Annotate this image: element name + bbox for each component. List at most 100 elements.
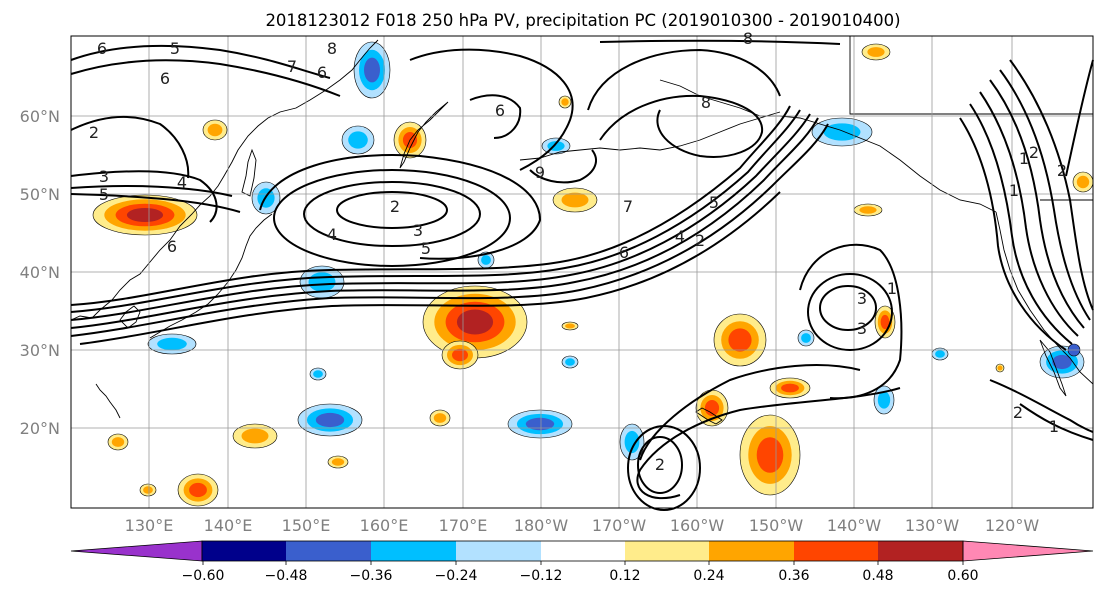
colorbar-tick-labels: −0.60 −0.48 −0.36 −0.24 −0.12 0.12 0.24 0.36 0.4… bbox=[182, 561, 979, 584]
longitude-label: 170°W bbox=[592, 516, 647, 535]
pv-contour bbox=[989, 79, 1085, 329]
north-america-coast bbox=[995, 211, 1094, 385]
precip-shade bbox=[561, 98, 569, 106]
precip-shade bbox=[456, 309, 494, 335]
precip-shade bbox=[364, 57, 380, 83]
contour-label: 3 bbox=[413, 221, 423, 240]
precip-shade bbox=[997, 365, 1003, 371]
colorbar-bin bbox=[456, 541, 541, 561]
pv-contour bbox=[70, 115, 190, 179]
colorbar bbox=[70, 540, 1094, 562]
contour-label: 3 bbox=[857, 319, 867, 338]
map-title: 2018123012 F018 250 hPa PV, precipitatio… bbox=[265, 11, 900, 30]
precip-shade bbox=[880, 314, 890, 330]
longitude-labels: 130°E 140°E 150°E 160°E 170°E 180°W 170°W 160°W… bbox=[125, 516, 1040, 535]
precip-shade bbox=[801, 333, 811, 343]
longitude-label: 150°E bbox=[282, 516, 331, 535]
pv-contour bbox=[587, 48, 781, 111]
pv-contour bbox=[529, 149, 597, 184]
pv-contour bbox=[70, 113, 811, 321]
precip-shade bbox=[315, 412, 345, 428]
contour-label: 2 bbox=[655, 455, 665, 474]
colorbar-tick-label: −0.24 bbox=[435, 568, 478, 584]
pv-contour bbox=[70, 109, 801, 313]
contour-label: 7 bbox=[623, 197, 633, 216]
precip-shade bbox=[1076, 175, 1090, 189]
colorbar-bin bbox=[371, 541, 456, 561]
precip-shade bbox=[207, 123, 223, 137]
longitude-label: 130°E bbox=[125, 516, 174, 535]
contour-label: 5 bbox=[709, 193, 719, 212]
pv-contour bbox=[1009, 59, 1094, 311]
longitude-label: 120°W bbox=[985, 516, 1040, 535]
precip-shade bbox=[241, 428, 269, 444]
colorbar-tick-label: 0.60 bbox=[947, 568, 978, 584]
precip-shade bbox=[433, 413, 447, 423]
contour-label: 5 bbox=[99, 185, 109, 204]
latitude-label: 30°N bbox=[20, 341, 60, 360]
precip-shade bbox=[313, 370, 323, 378]
ryukyu-islands bbox=[95, 383, 121, 419]
latitude-label: 40°N bbox=[20, 263, 60, 282]
contour-label: 6 bbox=[317, 63, 327, 82]
pv-contour bbox=[70, 105, 791, 306]
colorbar-bin bbox=[709, 541, 794, 561]
longitude-label: 170°E bbox=[439, 516, 488, 535]
colorbar-bin bbox=[878, 541, 963, 561]
colorbar-outline bbox=[201, 540, 964, 562]
contour-label: 2 bbox=[1057, 161, 1067, 180]
pv-closed-contour bbox=[273, 169, 511, 267]
pv-contour bbox=[70, 193, 241, 213]
pv-contour bbox=[639, 364, 861, 461]
latitude-label: 60°N bbox=[20, 107, 60, 126]
pv-contour bbox=[70, 123, 829, 337]
contour-label: 3 bbox=[857, 289, 867, 308]
contour-label: 8 bbox=[327, 39, 337, 58]
colorbar-tick-label: 0.36 bbox=[778, 568, 809, 584]
precip-shade bbox=[1052, 354, 1072, 370]
contour-label: 1 bbox=[887, 279, 897, 298]
longitude-label: 180°W bbox=[514, 516, 569, 535]
pv-contour bbox=[1065, 59, 1094, 177]
alaska-coast bbox=[659, 79, 997, 213]
precip-shade bbox=[624, 430, 640, 454]
colorbar-tick-label: −0.48 bbox=[265, 568, 308, 584]
colorbar-bin bbox=[286, 541, 371, 561]
pv-contour bbox=[409, 48, 574, 171]
pv-contour bbox=[469, 94, 522, 139]
precip-shade bbox=[823, 123, 861, 141]
longitude-label: 150°W bbox=[749, 516, 804, 535]
colorbar-bin bbox=[202, 541, 286, 561]
precip-shade bbox=[565, 358, 575, 366]
pv-contour bbox=[959, 117, 1067, 351]
pv-contour bbox=[70, 185, 233, 197]
pv-closed-contour bbox=[807, 273, 893, 351]
longitude-label: 130°W bbox=[905, 516, 960, 535]
precip-shade bbox=[525, 417, 555, 431]
pv-contour bbox=[259, 154, 542, 260]
contour-label: 6 bbox=[97, 39, 107, 58]
precip-shade bbox=[111, 437, 125, 447]
pv-contour bbox=[79, 191, 781, 345]
colorbar-tick-label: −0.60 bbox=[182, 568, 225, 584]
precip-shade bbox=[781, 383, 799, 393]
colorbar-tick-label: −0.12 bbox=[520, 568, 563, 584]
contour-label: 6 bbox=[495, 101, 505, 120]
contour-label: 8 bbox=[743, 29, 753, 48]
precip-shade bbox=[189, 482, 207, 498]
contour-label: 6 bbox=[160, 69, 170, 88]
pv-contour bbox=[969, 103, 1073, 345]
contour-label: 2 bbox=[695, 231, 705, 250]
pv-contour bbox=[70, 170, 218, 223]
colorbar-bin bbox=[794, 541, 878, 561]
pv-closed-contour bbox=[627, 425, 701, 511]
colorbar-tick-label: 0.24 bbox=[693, 568, 724, 584]
contour-label: 8 bbox=[701, 93, 711, 112]
precip-shade bbox=[157, 337, 187, 351]
precip-shade bbox=[935, 350, 945, 358]
baja-peninsula bbox=[1039, 339, 1067, 397]
contour-label: 1 bbox=[1009, 181, 1019, 200]
contour-label: 6 bbox=[167, 237, 177, 256]
contour-label: 2 bbox=[89, 123, 99, 142]
